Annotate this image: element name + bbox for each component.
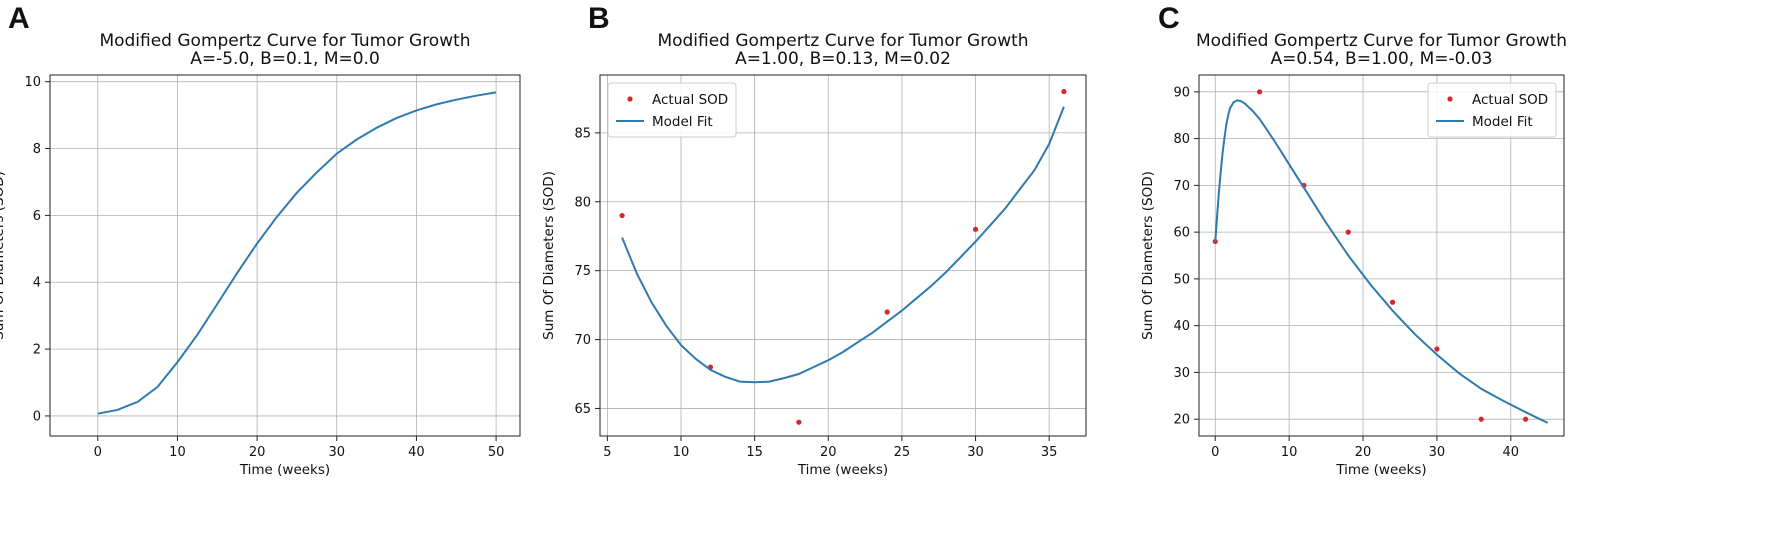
- chart-title: Modified Gompertz Curve for Tumor Growth: [1196, 31, 1567, 51]
- panel-a: A 0 10 20 30 40 50 0 2 4 6 8 10 Modified Gompertz Cu…: [0, 0, 580, 538]
- panel-b: B 5 10 15 20 25 30 35 65 70 75 80 85 Modified Gomper…: [580, 0, 1150, 538]
- y-axis-label: Sum Of Diameters (SOD): [1140, 171, 1156, 340]
- y-tick-label: 20: [1173, 413, 1190, 428]
- chart-a: 0 10 20 30 40 50 0 2 4 6 8 10 Modified Gompertz Curv…: [0, 0, 580, 538]
- chart-title: Modified Gompertz Curve for Tumor Growth: [99, 31, 470, 51]
- x-tick-label: 30: [967, 445, 984, 460]
- legend-label: Model Fit: [1472, 114, 1533, 130]
- y-tick-label: 2: [33, 343, 41, 358]
- y-tick-label: 40: [1173, 319, 1190, 334]
- y-tick-label: 80: [574, 195, 591, 210]
- x-tick-label: 35: [1041, 445, 1058, 460]
- data-point-actual-sod: [885, 309, 890, 314]
- data-point-actual-sod: [1390, 300, 1395, 305]
- data-point-actual-sod: [619, 213, 624, 218]
- y-tick-label: 90: [1173, 85, 1190, 100]
- y-tick-label: 75: [574, 264, 591, 279]
- x-tick-label: 30: [1429, 445, 1446, 460]
- legend-label: Model Fit: [652, 114, 713, 130]
- data-point-actual-sod: [1434, 346, 1439, 351]
- x-tick-label: 30: [329, 445, 346, 460]
- y-tick-label: 6: [33, 209, 41, 224]
- y-tick-label: 85: [574, 126, 591, 141]
- chart-subtitle: A=1.00, B=0.13, M=0.02: [735, 49, 951, 69]
- x-axis-label: Time (weeks): [797, 462, 888, 478]
- data-point-actual-sod: [1479, 417, 1484, 422]
- grid: [50, 75, 520, 436]
- y-tick-label: 0: [33, 409, 41, 424]
- data-point-actual-sod: [1257, 89, 1262, 94]
- y-tick-label: 80: [1173, 132, 1190, 147]
- data-point-actual-sod: [973, 227, 978, 232]
- chart-c: 0 10 20 30 40 20 30 40 50 60 70 80 90 Modified Gomper…: [1150, 0, 1772, 538]
- y-tick-label: 30: [1173, 366, 1190, 381]
- x-tick-label: 25: [894, 445, 911, 460]
- data-point-actual-sod: [1523, 417, 1528, 422]
- y-tick-label: 4: [33, 276, 41, 291]
- x-tick-label: 40: [1503, 445, 1520, 460]
- data-point-actual-sod: [1061, 89, 1066, 94]
- x-tick-label: 40: [408, 445, 425, 460]
- y-tick-label: 8: [33, 142, 41, 157]
- y-axis-label: Sum Of Diameters (SOD): [0, 171, 7, 340]
- y-axis-label: Sum Of Diameters (SOD): [541, 171, 557, 340]
- data-point-actual-sod: [796, 420, 801, 425]
- x-axis-label: Time (weeks): [239, 462, 330, 478]
- x-tick-label: 10: [169, 445, 186, 460]
- x-tick-label: 20: [1355, 445, 1372, 460]
- y-tick-label: 60: [1173, 226, 1190, 241]
- x-tick-label: 50: [488, 445, 505, 460]
- y-tick-label: 70: [1173, 179, 1190, 194]
- chart-subtitle: A=0.54, B=1.00, M=-0.03: [1271, 49, 1493, 69]
- x-tick-label: 20: [820, 445, 837, 460]
- x-tick-label: 15: [746, 445, 763, 460]
- y-tick-label: 50: [1173, 272, 1190, 287]
- x-tick-label: 10: [673, 445, 690, 460]
- y-tick-label: 70: [574, 333, 591, 348]
- legend-marker-actual-sod: [1447, 96, 1452, 101]
- chart-subtitle: A=-5.0, B=0.1, M=0.0: [190, 49, 380, 69]
- series-line-model-fit: [98, 92, 496, 413]
- series-line-model-fit: [622, 107, 1064, 383]
- x-tick-label: 20: [249, 445, 266, 460]
- x-axis-label: Time (weeks): [1335, 462, 1426, 478]
- y-tick-label: 65: [574, 402, 591, 417]
- data-point-actual-sod: [1346, 230, 1351, 235]
- legend-marker-actual-sod: [627, 96, 632, 101]
- chart-title: Modified Gompertz Curve for Tumor Growth: [657, 31, 1028, 51]
- x-tick-label: 0: [94, 445, 102, 460]
- legend-label: Actual SOD: [1472, 92, 1548, 108]
- x-tick-label: 0: [1211, 445, 1219, 460]
- legend: Actual SOD Model Fit: [608, 83, 736, 137]
- x-tick-label: 5: [603, 445, 611, 460]
- panel-c: C 0 10 20 30 40 20 30 40 50 60 70 80 90 Modified Gomp…: [1150, 0, 1772, 538]
- plot-frame: [50, 75, 520, 436]
- series-line-model-fit: [1215, 100, 1547, 423]
- x-tick-label: 10: [1281, 445, 1298, 460]
- legend-label: Actual SOD: [652, 92, 728, 108]
- y-tick-label: 10: [24, 75, 41, 90]
- legend: Actual SOD Model Fit: [1428, 83, 1556, 137]
